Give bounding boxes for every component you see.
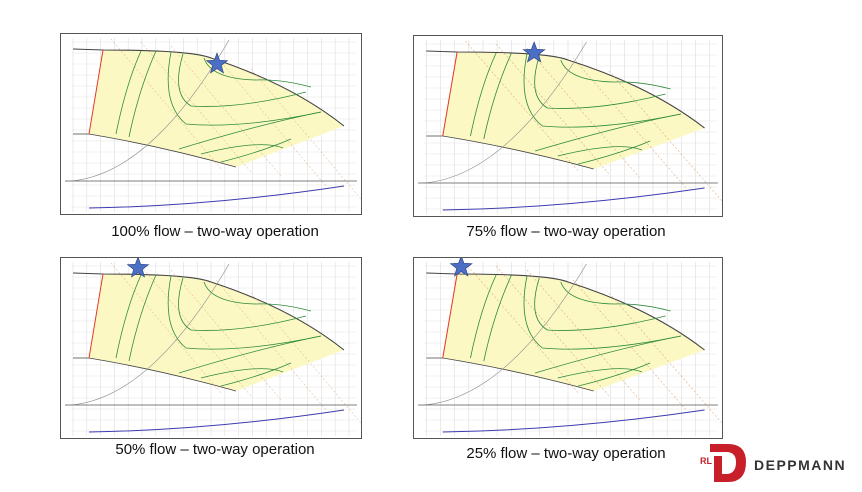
svg-text:DEPPMANN: DEPPMANN [754, 457, 846, 473]
min-flow-line [442, 273, 458, 359]
efficiency-curve [560, 59, 671, 90]
operating-region [442, 52, 705, 169]
efficiency-curve [483, 52, 512, 140]
efficiency-curve [128, 274, 157, 362]
caption-25: 25% flow – two-way operation [466, 445, 666, 462]
efficiency-curve [523, 275, 682, 350]
power-curve [442, 409, 705, 433]
max-speed-curve [426, 50, 705, 129]
min-speed-curve [426, 135, 594, 170]
efficiency-curve [523, 53, 682, 128]
operating-region [89, 274, 344, 391]
pump-curve-chart-50 [60, 257, 362, 439]
efficiency-curve [578, 140, 651, 165]
efficiency-curve [200, 368, 284, 379]
deppmann-logo: RL DEPPMANN [698, 440, 848, 485]
efficiency-curve [178, 53, 307, 107]
power-curve [88, 185, 345, 209]
max-speed-curve [72, 48, 345, 127]
power-curve [88, 409, 345, 433]
star-icon [449, 258, 473, 277]
efficiency-curve [470, 274, 497, 359]
caption-50: 50% flow – two-way operation [115, 441, 315, 458]
caption-100: 100% flow – two-way operation [111, 223, 319, 240]
min-flow-line [88, 273, 104, 359]
efficiency-curve [200, 144, 284, 155]
star-icon [126, 258, 150, 278]
efficiency-curve [557, 368, 643, 379]
efficiency-curve [128, 50, 157, 138]
caption-75: 75% flow – two-way operation [466, 223, 666, 240]
svg-text:RL: RL [700, 456, 712, 466]
system-curve [424, 41, 587, 184]
min-flow-line [442, 51, 458, 137]
min-flow-line [88, 49, 104, 135]
efficiency-curve [220, 138, 292, 163]
efficiency-curve [535, 335, 682, 374]
efficiency-curve [535, 113, 682, 152]
efficiency-curve [560, 281, 671, 312]
efficiency-curve [178, 111, 322, 150]
star-icon [205, 52, 229, 74]
operating-region [89, 50, 344, 167]
efficiency-curve [557, 146, 643, 157]
pump-curve-chart-100 [60, 33, 362, 215]
efficiency-curve [115, 274, 142, 359]
efficiency-curve [534, 55, 666, 109]
system-curve [424, 263, 587, 406]
max-speed-curve [426, 272, 705, 351]
efficiency-curve [178, 277, 307, 331]
efficiency-curve [167, 275, 322, 350]
efficiency-curve [167, 51, 322, 126]
efficiency-curve [115, 50, 142, 135]
efficiency-curve [534, 277, 666, 331]
min-speed-curve [73, 133, 237, 168]
efficiency-curve [470, 52, 497, 137]
pump-curve-chart-75 [413, 35, 723, 217]
star-icon [522, 41, 546, 63]
system-curve [70, 39, 230, 182]
operating-region [442, 274, 705, 391]
efficiency-curve [483, 274, 512, 362]
min-speed-curve [73, 357, 237, 392]
min-speed-curve [426, 357, 594, 392]
efficiency-curve [178, 335, 322, 374]
pump-curve-chart-25 [413, 257, 723, 439]
efficiency-curve [220, 362, 292, 387]
efficiency-curve [578, 362, 651, 387]
system-curve [70, 263, 230, 406]
power-curve [442, 187, 705, 211]
